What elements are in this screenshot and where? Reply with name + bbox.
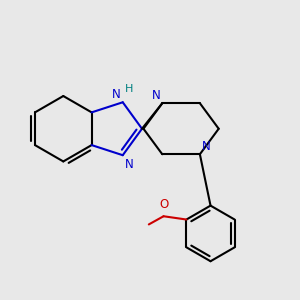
Text: N: N — [112, 88, 121, 100]
Text: N: N — [202, 140, 210, 153]
Text: O: O — [159, 198, 168, 211]
Text: N: N — [152, 88, 161, 102]
Text: H: H — [124, 84, 133, 94]
Text: N: N — [124, 158, 133, 171]
